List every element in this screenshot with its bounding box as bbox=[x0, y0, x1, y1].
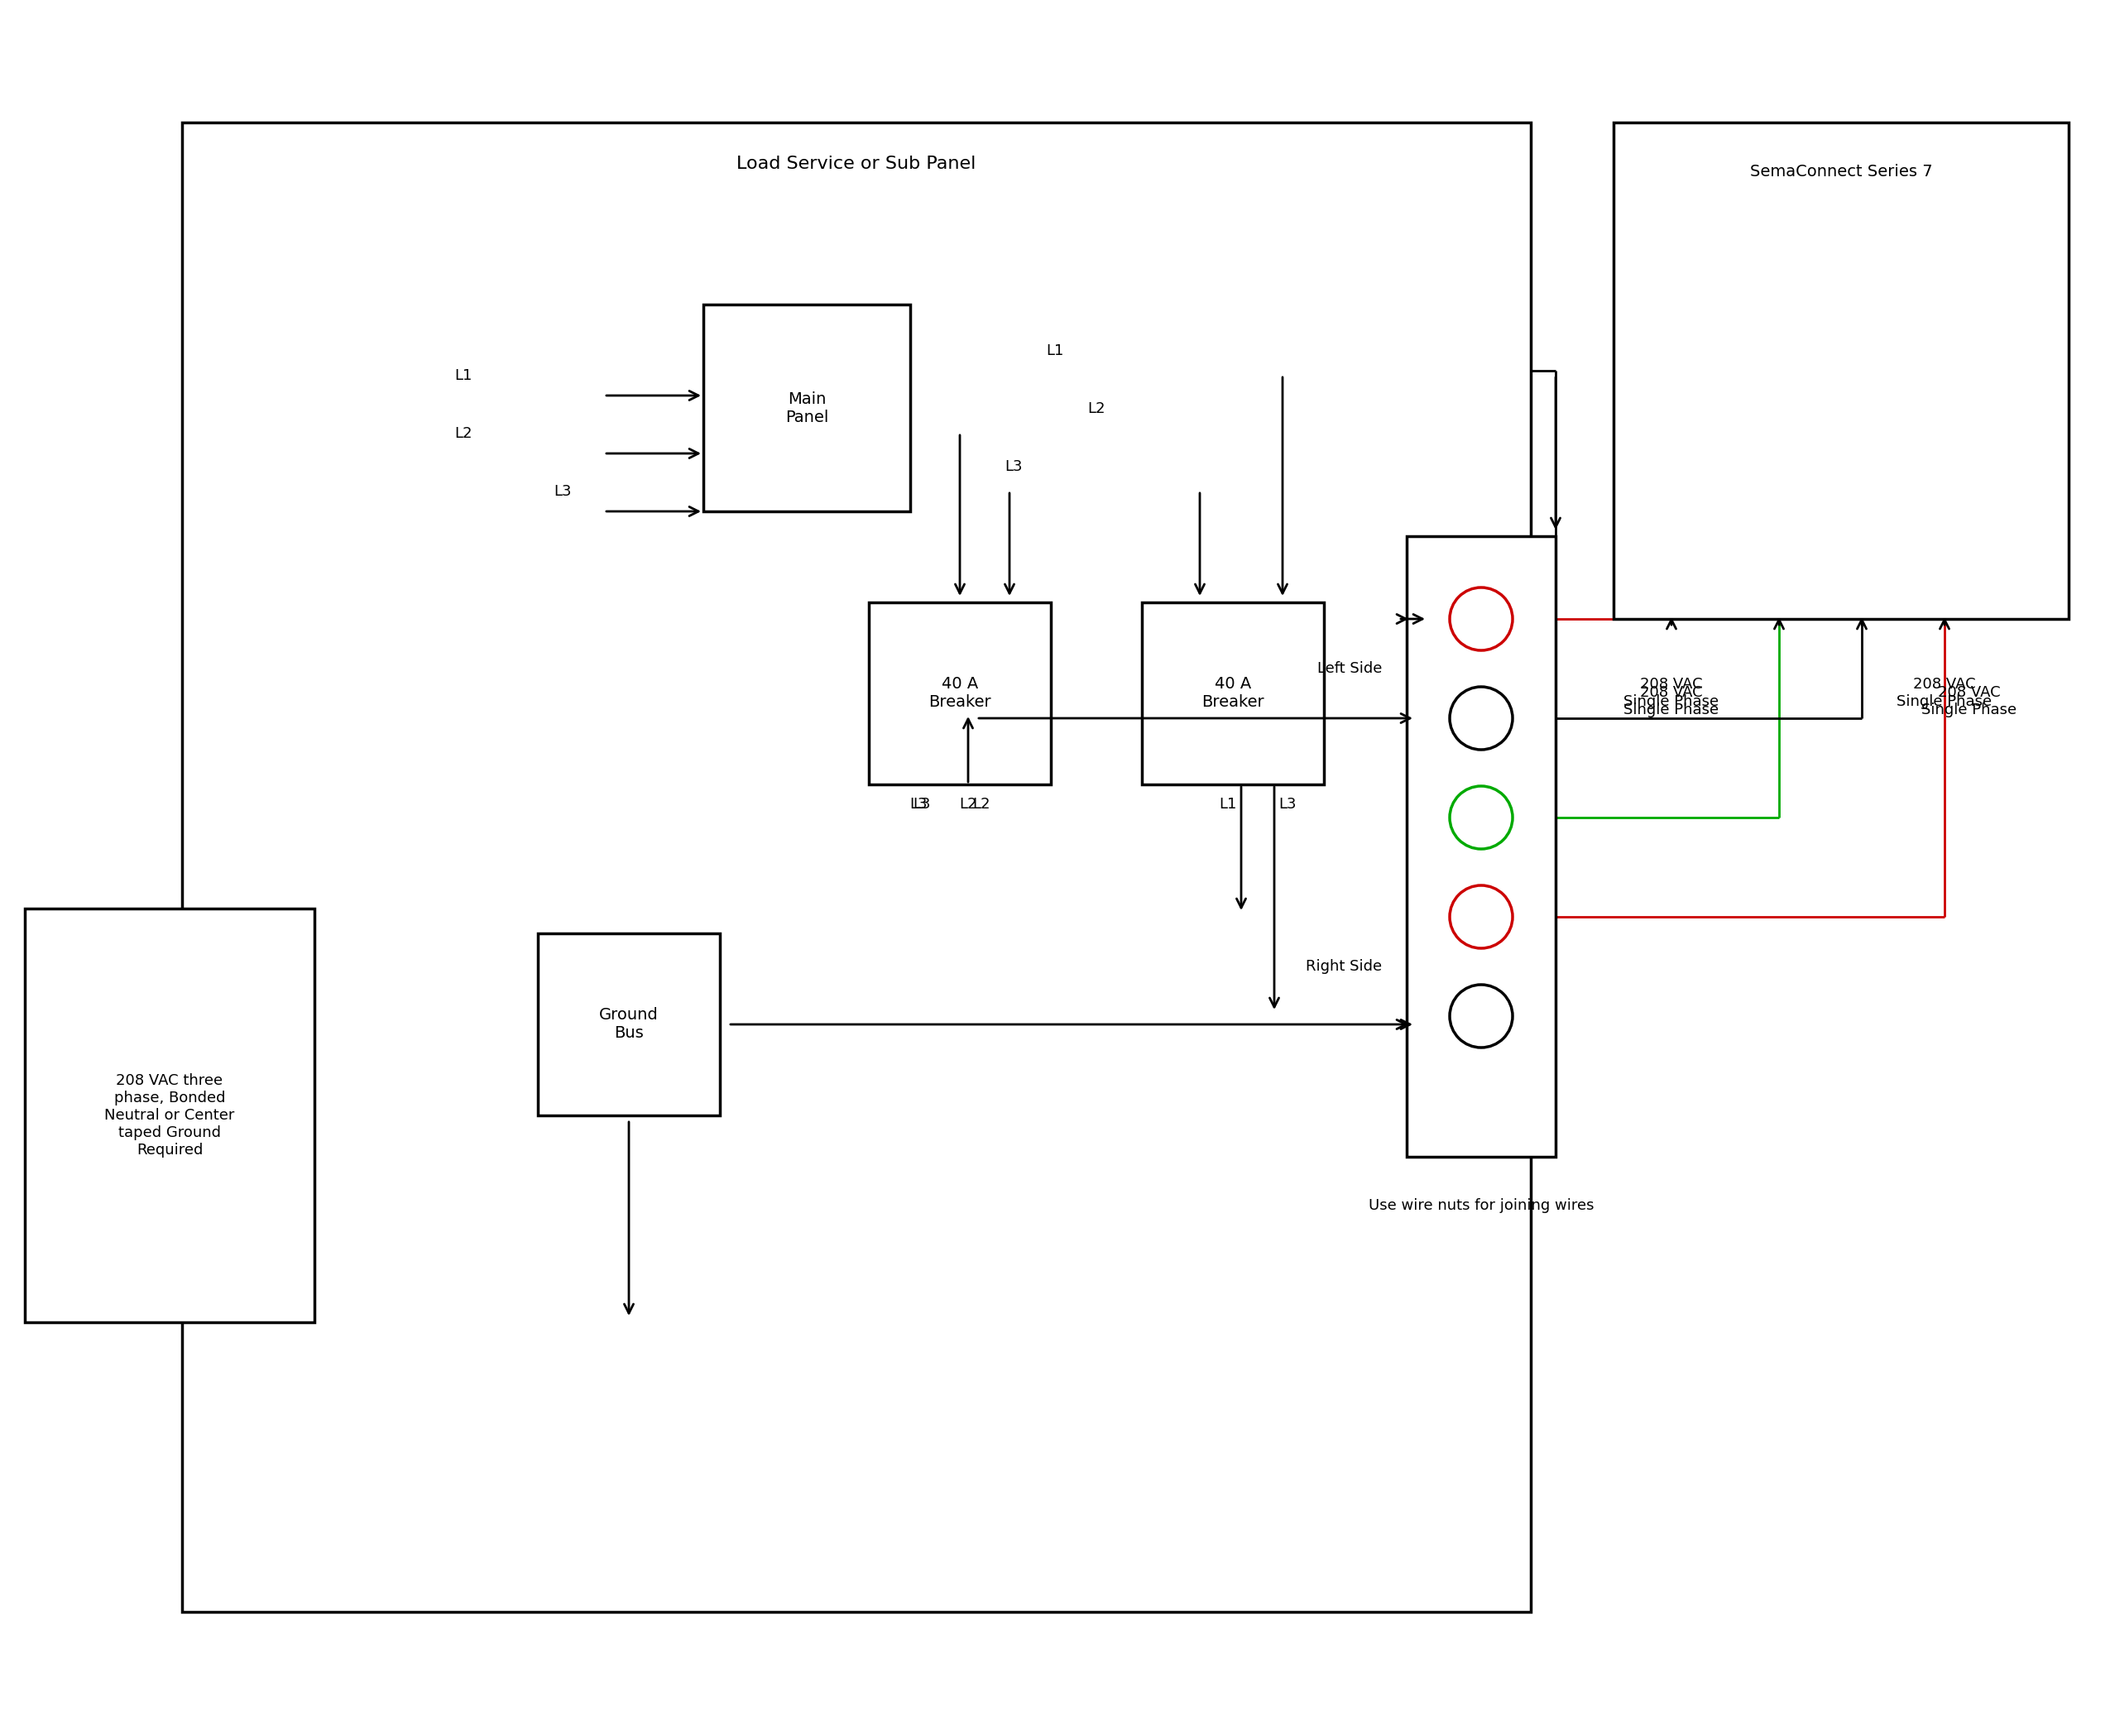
Text: L3: L3 bbox=[1004, 460, 1023, 474]
Text: 40 A
Breaker: 40 A Breaker bbox=[928, 677, 992, 710]
Circle shape bbox=[1450, 587, 1513, 651]
Bar bbox=[538, 934, 720, 1116]
Text: L3: L3 bbox=[909, 797, 928, 812]
Text: Right Side: Right Side bbox=[1306, 958, 1382, 974]
Text: 208 VAC three
phase, Bonded
Neutral or Center
taped Ground
Required: 208 VAC three phase, Bonded Neutral or C… bbox=[106, 1073, 234, 1158]
Text: Left Side: Left Side bbox=[1317, 661, 1382, 675]
Text: L2: L2 bbox=[454, 425, 473, 441]
Bar bbox=[1614, 123, 2068, 620]
Bar bbox=[25, 908, 314, 1323]
Text: L2: L2 bbox=[973, 797, 990, 812]
Text: Load Service or Sub Panel: Load Service or Sub Panel bbox=[736, 156, 977, 172]
Circle shape bbox=[1450, 786, 1513, 849]
Text: 208 VAC
Single Phase: 208 VAC Single Phase bbox=[1897, 677, 1992, 708]
Text: L2: L2 bbox=[960, 797, 977, 812]
Text: L1: L1 bbox=[1220, 797, 1236, 812]
Bar bbox=[869, 602, 1051, 785]
Circle shape bbox=[1450, 687, 1513, 750]
Text: Ground
Bus: Ground Bus bbox=[599, 1007, 658, 1042]
Text: L1: L1 bbox=[1047, 344, 1063, 358]
Text: 208 VAC
Single Phase: 208 VAC Single Phase bbox=[1922, 686, 2017, 717]
Text: SemaConnect Series 7: SemaConnect Series 7 bbox=[1749, 163, 1933, 179]
Circle shape bbox=[1450, 984, 1513, 1047]
Text: Main
Panel: Main Panel bbox=[785, 391, 829, 425]
Text: L3: L3 bbox=[1279, 797, 1296, 812]
Text: L3: L3 bbox=[553, 484, 572, 498]
Bar bbox=[1407, 536, 1555, 1156]
Text: L2: L2 bbox=[1087, 401, 1106, 417]
Text: 40 A
Breaker: 40 A Breaker bbox=[1201, 677, 1264, 710]
Text: Use wire nuts for joining wires: Use wire nuts for joining wires bbox=[1369, 1198, 1593, 1213]
Text: 208 VAC
Single Phase: 208 VAC Single Phase bbox=[1625, 686, 1720, 717]
Text: L1: L1 bbox=[454, 368, 473, 384]
Bar bbox=[181, 123, 1530, 1613]
Text: 208 VAC
Single Phase: 208 VAC Single Phase bbox=[1625, 677, 1720, 708]
Circle shape bbox=[1450, 885, 1513, 948]
Bar bbox=[1142, 602, 1323, 785]
Text: L3: L3 bbox=[914, 797, 931, 812]
Bar bbox=[703, 304, 909, 512]
